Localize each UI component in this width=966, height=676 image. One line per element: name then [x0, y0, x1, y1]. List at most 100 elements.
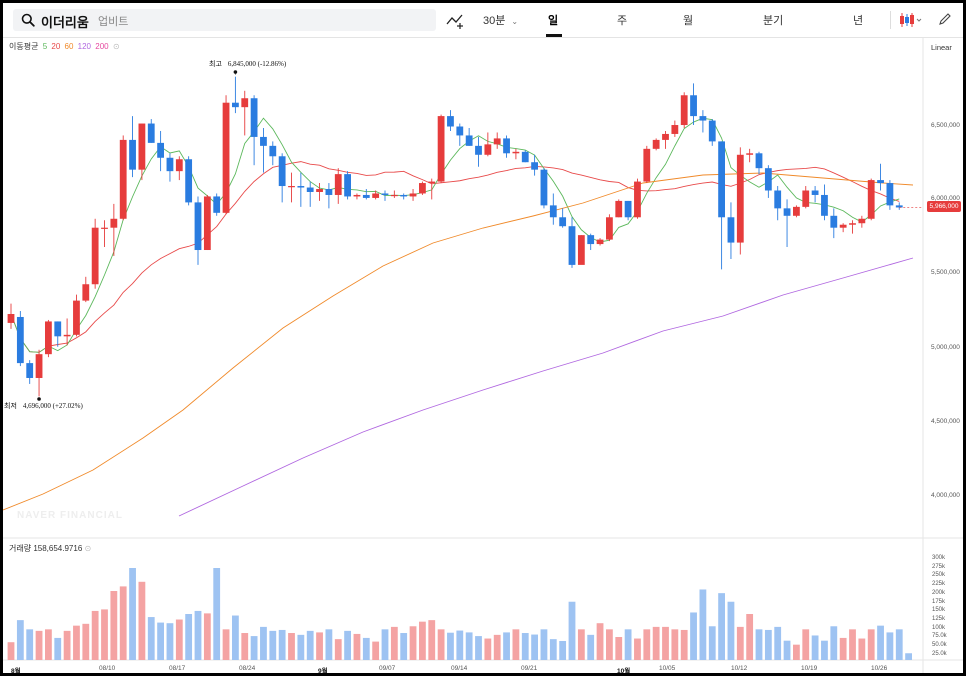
low-annotation: 최저 4,696,000 (+27.02%) [4, 401, 83, 411]
candle-body [400, 194, 408, 197]
candle-body [334, 174, 342, 195]
scale-toggle[interactable]: Linear [931, 43, 952, 52]
chart-window: 이더리움 업비트 30분 ⌄ 일 주 월 분기 년 [3, 3, 963, 673]
x-tick-label: 8월 [11, 668, 21, 673]
volume-bar [662, 626, 669, 660]
candle-body [260, 136, 267, 146]
volume-bar [447, 632, 454, 660]
candle-body [241, 98, 249, 108]
candle-body [821, 194, 828, 216]
tab-day[interactable]: 일 [548, 15, 559, 27]
candle-body [764, 168, 772, 191]
candle-body [699, 116, 707, 121]
volume-bar [484, 638, 492, 660]
high-annotation: 최고 6,845,000 (-12.86%) [209, 59, 286, 69]
candle-body [381, 193, 389, 195]
x-tick-label: 10월 [617, 668, 631, 673]
candle-body [568, 226, 576, 265]
price-chart[interactable] [3, 38, 963, 673]
volume-bar [381, 629, 389, 660]
volume-bar [260, 626, 267, 660]
volume-settings-icon[interactable]: ⊙ [84, 544, 92, 553]
candle-body [475, 145, 482, 155]
x-tick-label: 10/05 [659, 665, 676, 672]
candle-body [877, 180, 884, 184]
volume-bar [830, 626, 838, 660]
y-tick-label: 4,500,000 [931, 418, 960, 425]
x-tick-label: 09/14 [451, 665, 468, 672]
volume-bar [362, 637, 370, 660]
tab-month[interactable]: 월 [683, 15, 694, 27]
volume-bar [877, 625, 884, 660]
volume-tick-label: 300k [932, 555, 946, 561]
volume-bar [895, 629, 903, 660]
candle-body [727, 217, 735, 243]
pencil-icon[interactable] [938, 12, 952, 26]
x-tick-label: 9월 [318, 668, 328, 673]
candle-body [503, 138, 510, 154]
candle-body [447, 116, 454, 127]
volume-bar [222, 629, 230, 660]
volume-bar [73, 625, 80, 660]
volume-bar [400, 633, 408, 660]
legend-ma5: 5 [42, 42, 48, 51]
volume-bar [849, 629, 856, 660]
volume-bar [157, 622, 164, 660]
candle-body [45, 321, 52, 355]
volume-bar [372, 641, 380, 660]
volume-bar [549, 639, 557, 660]
x-tick-label: 09/21 [521, 665, 538, 672]
x-tick-label: 09/07 [379, 665, 396, 672]
candle-body [278, 156, 286, 187]
ma60-line [3, 172, 914, 511]
candle-body [718, 141, 725, 218]
tab-year[interactable]: 년 [853, 15, 864, 27]
candlestick-type-icon[interactable] [899, 12, 923, 28]
volume-bar [232, 615, 239, 660]
moving-average-legend[interactable]: 이동평균 5 20 60 120 200 ⊙ [9, 41, 122, 52]
candle-body [372, 193, 380, 198]
volume-bar [297, 634, 305, 660]
volume-bar [306, 630, 314, 660]
candle-body [428, 181, 436, 184]
volume-tick-label: 75.0k [932, 633, 947, 640]
candle-body [587, 235, 595, 245]
search-box[interactable]: 이더리움 업비트 [13, 9, 436, 31]
symbol-name[interactable]: 이더리움 [41, 15, 89, 30]
toolbar: 이더리움 업비트 30분 ⌄ 일 주 월 분기 년 [3, 3, 963, 38]
candle-body [344, 174, 351, 197]
watermark-text: NAVER FINANCIAL [17, 510, 123, 521]
tab-week[interactable]: 주 [617, 15, 628, 27]
volume-bar [45, 629, 52, 660]
divider [890, 11, 891, 29]
candle-body [325, 189, 333, 195]
volume-bar [587, 634, 595, 660]
volume-bar [634, 638, 641, 660]
volume-bar [437, 629, 445, 660]
current-price-tag: 5,966,000 [927, 201, 961, 212]
candle-body [624, 200, 632, 218]
candle-body [606, 217, 613, 240]
volume-bar [764, 629, 772, 660]
indicator-add-icon[interactable] [445, 10, 465, 30]
candle-body [671, 125, 679, 134]
search-icon[interactable] [21, 13, 35, 27]
legend-settings-icon[interactable]: ⊙ [112, 42, 120, 51]
x-tick-label: 08/10 [99, 665, 116, 672]
volume-bar [119, 586, 127, 660]
volume-bar [63, 630, 71, 660]
volume-bar [727, 601, 735, 660]
volume-bar [858, 638, 866, 660]
interval-dropdown[interactable]: 30분 ⌄ [483, 12, 518, 28]
volume-bar [166, 623, 174, 660]
volume-bar [16, 620, 24, 660]
volume-bar [802, 629, 810, 660]
tab-quarter[interactable]: 분기 [763, 15, 784, 27]
candle-body [802, 190, 810, 207]
volume-bar [138, 581, 146, 660]
candle-body [119, 139, 127, 219]
candle-body [7, 314, 15, 323]
volume-tick-label: 275k [932, 563, 946, 570]
candle-body [680, 95, 688, 126]
candle-body [138, 123, 146, 170]
